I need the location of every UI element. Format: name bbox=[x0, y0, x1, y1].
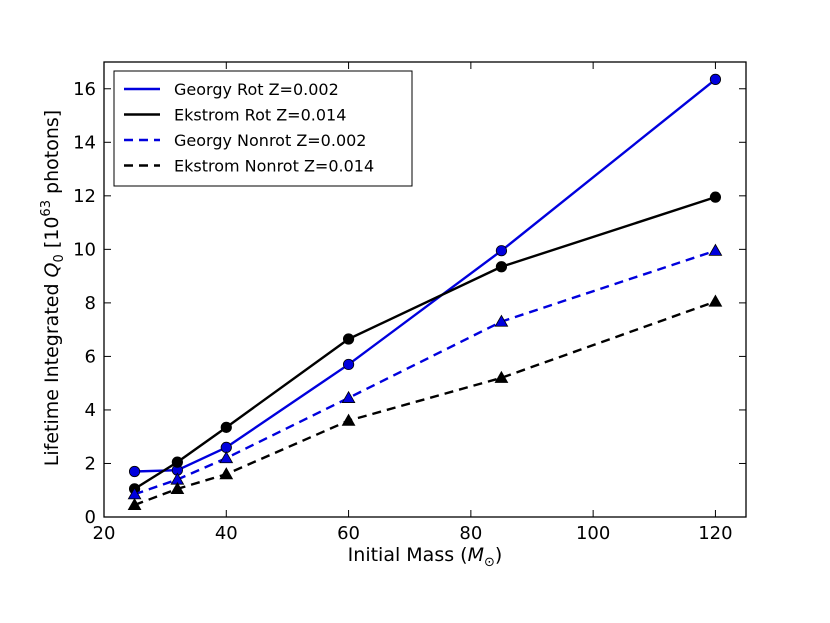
x-axis-title: Initial Mass (M⊙) bbox=[348, 544, 503, 570]
x-tick-label: 120 bbox=[698, 523, 732, 544]
series-3-point bbox=[494, 314, 509, 327]
y-tick-label: 16 bbox=[73, 79, 96, 100]
x-tick-label: 100 bbox=[576, 523, 610, 544]
series-4-point bbox=[708, 294, 723, 307]
series-4-point bbox=[219, 467, 234, 480]
series-line-1 bbox=[134, 78, 717, 473]
series-2-point bbox=[709, 191, 722, 203]
x-tick-label: 80 bbox=[459, 523, 482, 544]
y-tick-label: 14 bbox=[73, 132, 96, 153]
y-tick-label: 12 bbox=[73, 186, 96, 207]
series-2-point bbox=[342, 333, 355, 345]
series-2-point bbox=[495, 261, 508, 273]
x-tick-label: 60 bbox=[337, 523, 360, 544]
y-tick-label: 0 bbox=[85, 507, 96, 528]
series-2-point bbox=[171, 456, 183, 468]
series-4-point bbox=[494, 370, 509, 383]
x-tick-label: 40 bbox=[215, 523, 238, 544]
legend-label-1: Georgy Rot Z=0.002 bbox=[174, 80, 339, 99]
series-line-4 bbox=[134, 300, 716, 507]
series-1-point bbox=[220, 441, 232, 454]
series-3-point bbox=[341, 390, 356, 403]
legend-label-2: Ekstrom Rot Z=0.014 bbox=[174, 106, 346, 125]
series-4-point bbox=[127, 497, 142, 511]
legend-box bbox=[113, 70, 413, 187]
x-tick-label: 20 bbox=[93, 523, 116, 544]
plot-frame bbox=[103, 61, 747, 518]
legend-label-4: Ekstrom Nonrot Z=0.014 bbox=[174, 157, 374, 176]
series-3-point bbox=[708, 243, 723, 256]
series-line-3 bbox=[134, 249, 716, 496]
y-tick-label: 2 bbox=[85, 453, 96, 474]
series-1-point bbox=[709, 73, 722, 85]
series-1-point bbox=[495, 245, 508, 257]
y-tick-label: 6 bbox=[85, 346, 96, 367]
series-1-point bbox=[128, 465, 141, 478]
series-4-point bbox=[170, 481, 185, 494]
y-tick-label: 8 bbox=[85, 293, 96, 314]
y-tick-label: 10 bbox=[73, 239, 96, 260]
series-1-point bbox=[342, 358, 355, 371]
y-tick-label: 4 bbox=[85, 400, 96, 421]
series-2-point bbox=[220, 421, 232, 433]
legend-label-3: Georgy Nonrot Z=0.002 bbox=[174, 131, 366, 150]
series-3-point bbox=[219, 451, 234, 464]
series-4-point bbox=[341, 413, 356, 426]
series-line-2 bbox=[133, 196, 716, 490]
y-axis-title: Lifetime Integrated Q0 [1063 photons] bbox=[39, 110, 67, 466]
